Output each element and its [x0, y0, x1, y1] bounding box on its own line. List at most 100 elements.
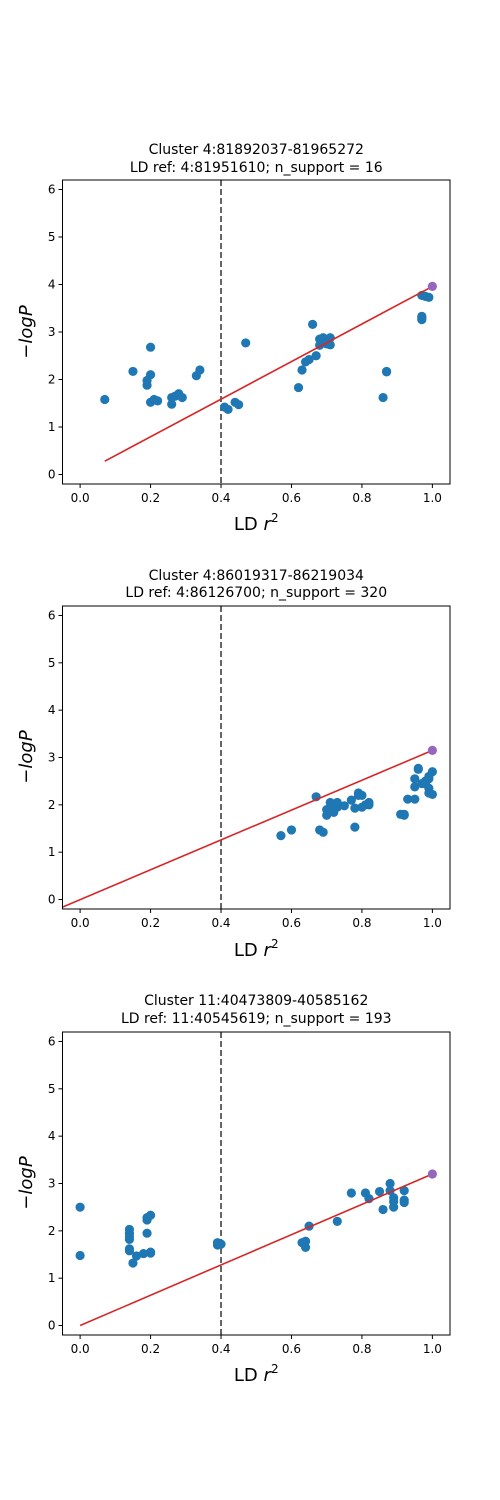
data-point — [399, 1186, 409, 1196]
data-point — [142, 380, 152, 390]
data-point — [364, 800, 374, 810]
data-point — [332, 1216, 342, 1226]
x-tick-label: 0.4 — [211, 916, 230, 930]
data-point — [374, 1186, 385, 1197]
y-axis-label: −logP — [16, 730, 37, 784]
data-point — [318, 827, 328, 837]
data-point — [128, 366, 138, 377]
y-tick-label: 1 — [48, 420, 56, 434]
regression-line — [104, 285, 433, 462]
data-point — [350, 803, 360, 813]
data-point — [381, 367, 392, 377]
x-axis-label: LD r2 — [234, 937, 279, 961]
data-point — [286, 825, 297, 835]
scatter-panel-1: Cluster 4:81892037-81965272 LD ref: 4:81… — [16, 142, 451, 535]
data-point — [427, 789, 437, 800]
x-tick-label: 0.8 — [352, 1342, 371, 1356]
data-point — [297, 365, 307, 375]
lead-variant-point — [427, 281, 437, 291]
data-point — [410, 794, 420, 804]
regression-line — [79, 1173, 433, 1327]
data-point — [389, 1193, 399, 1203]
x-tick-label: 0.0 — [71, 491, 90, 505]
y-tick-label: 0 — [48, 468, 56, 482]
x-axis-label: LD r2 — [234, 1362, 279, 1386]
data-point — [332, 797, 342, 808]
y-tick-label: 5 — [48, 1082, 56, 1096]
data-point — [417, 315, 427, 325]
x-tick-label: 1.0 — [423, 916, 442, 930]
data-point — [339, 801, 349, 811]
y-tick-label: 6 — [48, 1034, 56, 1048]
y-tick-label: 3 — [48, 1177, 56, 1191]
x-tick-label: 0.4 — [211, 491, 230, 505]
x-tick-label: 0.2 — [141, 916, 160, 930]
y-tick-label: 2 — [48, 798, 56, 812]
plot-area — [62, 606, 437, 909]
scatter-panel-3: Cluster 11:40473809-40585162 LD ref: 11:… — [16, 993, 451, 1386]
data-point — [357, 790, 367, 800]
x-tick-label: 0.2 — [141, 491, 160, 505]
data-point — [223, 404, 233, 415]
data-point — [304, 354, 314, 365]
data-point — [346, 795, 356, 805]
regression-line — [62, 779, 363, 908]
data-point — [350, 822, 360, 832]
data-point — [145, 370, 156, 380]
y-axis-label: −logP — [16, 305, 37, 359]
lead-variant-point — [427, 1169, 437, 1179]
y-axis-label: −logP — [16, 1156, 37, 1210]
y-tick-label: 0 — [48, 1319, 56, 1333]
chart-title: Cluster 11:40473809-40585162 — [144, 993, 368, 1009]
data-point — [378, 1204, 388, 1215]
y-tick-label: 6 — [48, 183, 56, 197]
data-point — [241, 338, 251, 348]
data-point — [300, 1242, 311, 1253]
y-tick-label: 2 — [48, 373, 56, 387]
data-point — [124, 1234, 135, 1244]
data-point — [308, 319, 318, 329]
x-tick-label: 0.0 — [71, 1342, 90, 1356]
y-tick-label: 1 — [48, 1271, 56, 1285]
chart-subtitle: LD ref: 4:81951610; n_support = 16 — [130, 160, 383, 176]
data-point — [389, 1202, 399, 1212]
y-tick-label: 4 — [48, 278, 56, 292]
x-tick-label: 0.8 — [352, 916, 371, 930]
y-tick-label: 3 — [48, 751, 56, 765]
regression-line — [361, 749, 433, 781]
data-point — [75, 1202, 85, 1212]
data-point — [410, 782, 420, 792]
data-point — [167, 399, 177, 409]
data-point — [378, 392, 388, 403]
scatter-panel-2: Cluster 4:86019317-86219034 LD ref: 4:86… — [16, 568, 451, 961]
data-point — [195, 365, 205, 375]
x-tick-label: 0.8 — [352, 491, 371, 505]
data-point — [138, 1248, 149, 1259]
chart-subtitle: LD ref: 4:86126700; n_support = 320 — [125, 585, 387, 601]
x-tick-label: 1.0 — [423, 1342, 442, 1356]
x-axis-label: LD r2 — [234, 511, 279, 535]
data-point — [293, 382, 304, 393]
data-point — [131, 1251, 142, 1261]
data-point — [346, 1188, 356, 1198]
data-point — [216, 1239, 226, 1249]
x-tick-label: 0.4 — [211, 1342, 230, 1356]
data-point — [234, 400, 244, 410]
data-point — [145, 1210, 156, 1220]
data-point — [100, 394, 110, 405]
x-tick-label: 0.2 — [141, 1342, 160, 1356]
plot-area — [75, 1032, 437, 1335]
data-point — [124, 1246, 135, 1256]
data-point — [385, 1178, 395, 1189]
data-point — [145, 342, 156, 352]
x-tick-label: 0.6 — [282, 1342, 301, 1356]
data-point — [145, 1248, 156, 1258]
y-tick-label: 4 — [48, 1129, 56, 1143]
chart-title: Cluster 4:81892037-81965272 — [149, 142, 364, 158]
y-tick-label: 4 — [48, 703, 56, 717]
data-point — [75, 1250, 85, 1261]
data-point — [153, 396, 163, 406]
data-point — [311, 351, 321, 361]
data-point — [413, 764, 423, 774]
